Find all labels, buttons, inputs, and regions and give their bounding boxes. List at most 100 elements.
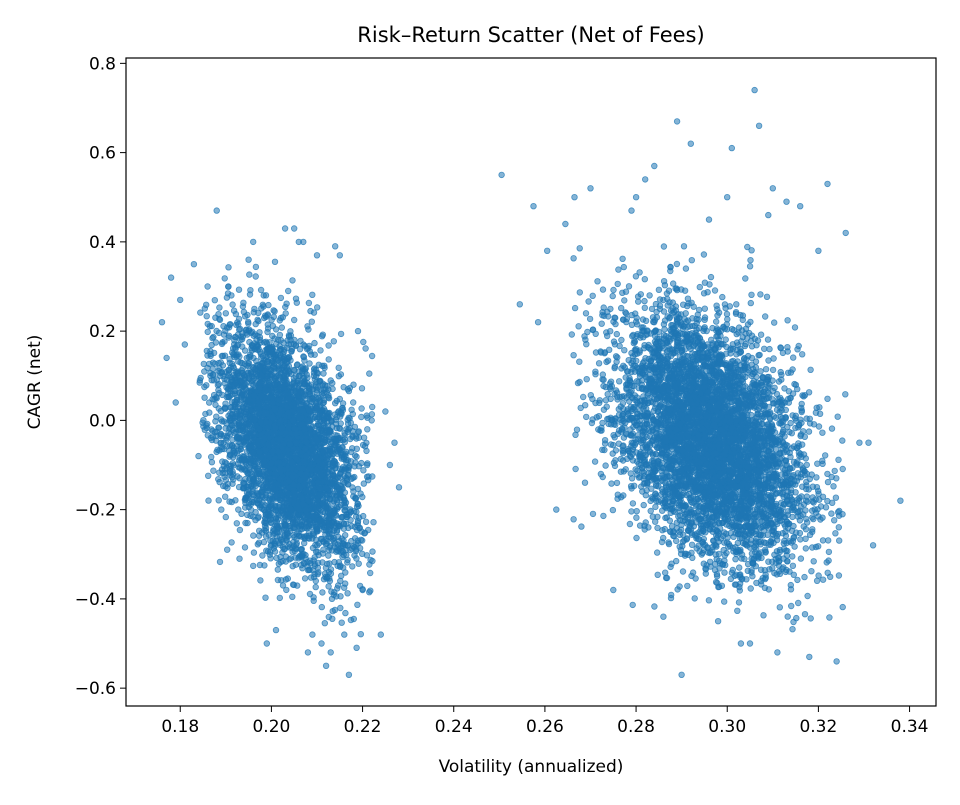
- data-point: [254, 440, 261, 447]
- data-point: [226, 321, 234, 328]
- data-point: [349, 432, 356, 439]
- data-point: [264, 328, 271, 336]
- data-point: [221, 459, 229, 466]
- data-point: [295, 398, 302, 405]
- data-point: [234, 473, 241, 480]
- data-point: [222, 369, 229, 376]
- data-point: [284, 446, 291, 453]
- data-point: [201, 368, 208, 375]
- data-point: [321, 498, 329, 505]
- data-point: [271, 405, 279, 413]
- data-point: [673, 260, 681, 268]
- data-point: [296, 346, 304, 353]
- data-point: [361, 443, 369, 450]
- data-point: [287, 506, 295, 513]
- data-point: [251, 340, 258, 347]
- data-point: [231, 449, 239, 456]
- data-point: [300, 341, 307, 348]
- data-point: [325, 583, 332, 590]
- data-point: [267, 537, 274, 544]
- data-point: [308, 480, 316, 487]
- data-point: [748, 291, 755, 298]
- data-point: [277, 346, 284, 353]
- data-point: [301, 425, 308, 433]
- data-point: [283, 526, 290, 533]
- data-point: [216, 304, 223, 311]
- data-point: [288, 465, 295, 472]
- data-point: [310, 395, 317, 402]
- data-point: [275, 448, 282, 456]
- data-point: [260, 538, 268, 546]
- data-point: [805, 428, 813, 435]
- data-point: [213, 448, 220, 456]
- data-point: [250, 499, 257, 506]
- data-point: [240, 299, 247, 306]
- data-point: [336, 425, 344, 432]
- data-point: [828, 425, 836, 432]
- data-point: [229, 301, 236, 308]
- data-point: [215, 367, 222, 375]
- data-point: [215, 311, 222, 318]
- data-point: [224, 484, 231, 492]
- data-point: [338, 619, 345, 626]
- data-point: [282, 429, 290, 436]
- data-point: [201, 383, 208, 391]
- data-point: [254, 514, 262, 522]
- data-point: [245, 503, 252, 511]
- data-point: [215, 405, 222, 412]
- data-point: [269, 357, 276, 365]
- data-point: [351, 452, 359, 459]
- data-point: [234, 319, 241, 326]
- data-point: [243, 435, 251, 442]
- data-point: [314, 304, 321, 311]
- data-point: [309, 291, 316, 298]
- data-point: [250, 532, 257, 539]
- data-point: [355, 434, 363, 441]
- data-point: [338, 455, 345, 462]
- data-point: [302, 445, 309, 453]
- data-point: [315, 569, 322, 576]
- data-point: [363, 412, 370, 419]
- data-point: [291, 316, 298, 324]
- data-point: [325, 386, 332, 393]
- data-point: [358, 413, 365, 421]
- data-point: [347, 509, 354, 516]
- data-point: [201, 305, 208, 312]
- data-point: [217, 439, 225, 446]
- data-point: [288, 347, 295, 355]
- data-point: [215, 497, 222, 504]
- data-point: [271, 335, 278, 342]
- data-point: [301, 535, 308, 542]
- data-point: [244, 519, 251, 527]
- data-point: [241, 313, 249, 320]
- data-point: [321, 570, 329, 577]
- data-point: [262, 367, 269, 374]
- data-point: [281, 546, 288, 553]
- data-point: [289, 277, 296, 284]
- data-point: [285, 287, 292, 295]
- data-point: [273, 373, 280, 380]
- data-point: [311, 339, 318, 347]
- data-point: [333, 496, 341, 504]
- data-point: [306, 517, 313, 524]
- data-point: [262, 404, 270, 411]
- data-point: [306, 348, 313, 355]
- data-point: [204, 320, 211, 328]
- data-point: [321, 437, 329, 444]
- data-point: [353, 644, 360, 651]
- data-point: [202, 410, 209, 418]
- data-point: [274, 522, 281, 529]
- data-point: [229, 436, 236, 443]
- data-point: [287, 336, 294, 344]
- data-point: [325, 547, 332, 554]
- data-point: [252, 263, 260, 271]
- data-point: [262, 446, 269, 453]
- data-point: [235, 286, 243, 293]
- data-point: [259, 552, 266, 559]
- data-point: [314, 370, 322, 377]
- data-point: [247, 287, 254, 294]
- data-point: [757, 331, 765, 338]
- data-point: [340, 520, 347, 527]
- data-point: [281, 390, 288, 398]
- data-point: [229, 363, 237, 370]
